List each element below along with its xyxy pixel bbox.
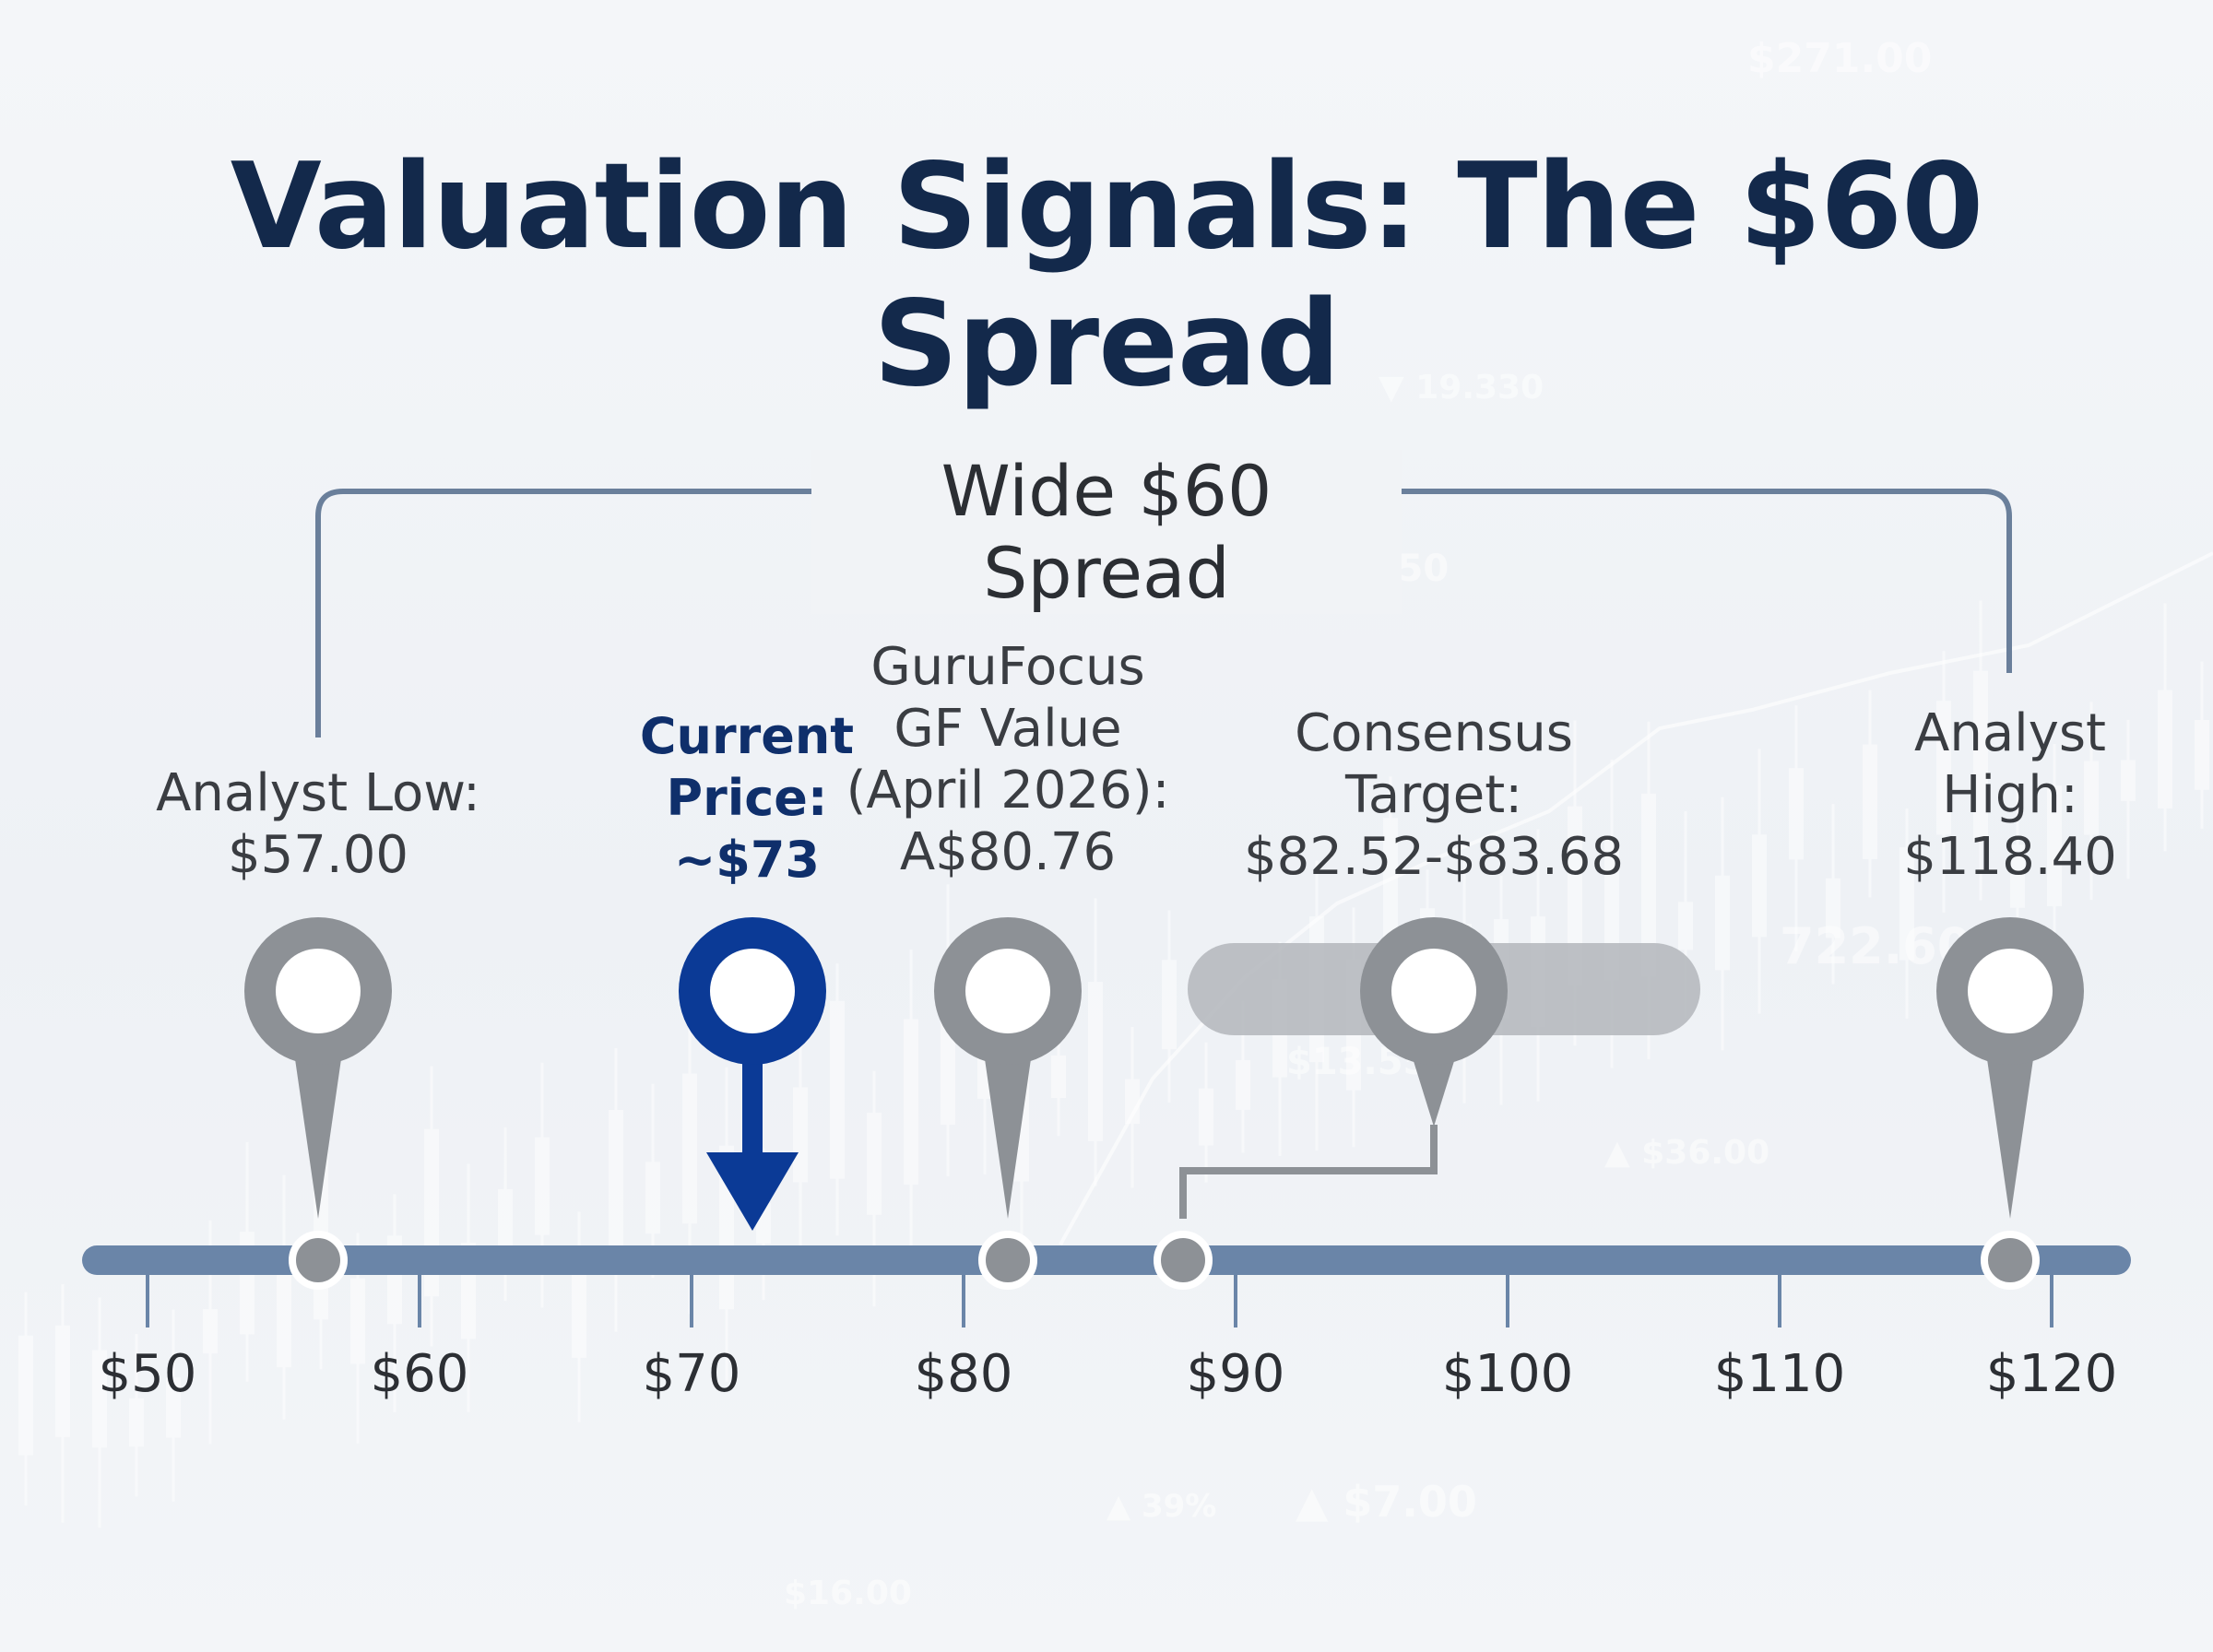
tick-label: $100 (1441, 1344, 1574, 1404)
background-candle-body (2047, 785, 2062, 907)
background-candle-body (904, 1019, 918, 1186)
analyst-high-label-line: Analyst (1914, 703, 2106, 763)
background-candle-body (277, 1249, 291, 1368)
current-price-value: ~$73 (674, 831, 820, 889)
background-candle-body (1678, 902, 1693, 950)
current-price-label-line: Current (639, 707, 855, 765)
background-candle-body (2158, 690, 2172, 808)
analyst-low-label-line: Analyst Low: (156, 763, 480, 823)
background-candle-body (830, 1000, 845, 1179)
bg-number: $16.00 (784, 1575, 912, 1612)
tick-label: $50 (98, 1344, 197, 1404)
gf-value-label: GuruFocus GF Value (April 2026): A$80.76 (823, 636, 1192, 883)
background-candle-body (92, 1350, 107, 1448)
background-candle-body (645, 1162, 660, 1234)
axis-dot-analyst-high (1981, 1231, 2040, 1290)
page-title: Valuation Signals: The $60 Spread (230, 138, 1984, 413)
background-candle-body (1088, 982, 1103, 1141)
analyst-high-label: Analyst High: $118.40 (1872, 702, 2148, 888)
tick-label: $60 (370, 1344, 469, 1404)
background-candle-body (129, 1398, 144, 1447)
spread-bracket (315, 489, 2012, 738)
bg-number: $271.00 (1747, 35, 1932, 82)
gf-value-value: A$80.76 (899, 822, 1117, 882)
background-candle-body (1162, 960, 1177, 1050)
consensus-pin-icon (1360, 917, 1508, 1127)
bg-number: ▲ 39% (1106, 1488, 1216, 1525)
gf-value-label-line: GuruFocus (870, 637, 1145, 697)
background-candle-body (572, 1272, 586, 1358)
bg-number: ▲ $36.00 (1604, 1134, 1769, 1172)
background-candle-body (2084, 761, 2099, 835)
analyst-high-pin-icon (1936, 917, 2084, 1219)
background-candle-body (1641, 793, 1656, 977)
current-price-label-line: Price: (666, 769, 828, 827)
tick-label: $80 (914, 1344, 1013, 1404)
background-candle-body (535, 1137, 550, 1235)
consensus-label-line: Target: (1344, 765, 1523, 825)
consensus-value: $82.52-$83.68 (1243, 827, 1625, 887)
background-candle-body (682, 1073, 697, 1224)
analyst-low-pin-icon (244, 917, 392, 1219)
bg-number: ▲ $7.00 (1296, 1477, 1477, 1527)
background-candle-body (350, 1278, 365, 1364)
analyst-low-label: Analyst Low: $57.00 (134, 762, 503, 886)
gf-value-pin-icon (934, 917, 1082, 1219)
background-candle-body (1752, 834, 1767, 938)
background-candle-body (1236, 1060, 1250, 1110)
axis-dot-consensus (1154, 1231, 1213, 1290)
gf-value-label-line: (April 2026): (846, 761, 1170, 820)
background-candle-body (1863, 744, 1877, 860)
background-candle-body (498, 1188, 513, 1259)
background-candle-body (1125, 1079, 1140, 1125)
analyst-high-label-line: High: (1942, 765, 2078, 825)
background-candle-body (1789, 768, 1804, 860)
background-candle-body (1568, 806, 1582, 986)
background-candle-body (609, 1110, 623, 1271)
consensus-label: Consensus Target: $82.52-$83.68 (1203, 702, 1664, 888)
background-candle-body (867, 1113, 882, 1215)
background-candle-body (166, 1377, 181, 1438)
bg-number: ▼ 19.330 (1379, 369, 1544, 407)
bg-number: 722.60 (1780, 917, 1971, 975)
background-candle-body (18, 1335, 33, 1456)
current-price-pin-icon (679, 917, 826, 1231)
background-candle-body (55, 1325, 70, 1437)
background-candle-body (1899, 847, 1914, 961)
background-candle-body (2121, 760, 2136, 801)
background-candle-body (1051, 1056, 1066, 1098)
tick-label: $120 (1985, 1344, 2118, 1404)
background-candle-body (1199, 1088, 1213, 1146)
tick-label: $70 (642, 1344, 741, 1404)
analyst-low-value: $57.00 (228, 825, 408, 885)
gf-value-label-line: GF Value (893, 699, 1122, 759)
axis-dot-analyst-low (289, 1231, 348, 1290)
background-candle-body (1715, 875, 1730, 971)
background-candle-body (2195, 720, 2209, 790)
analyst-high-value: $118.40 (1903, 827, 2117, 887)
tick-label: $110 (1713, 1344, 1846, 1404)
spread-label: Wide $60 Spread (811, 450, 1402, 614)
background-candle-body (2010, 844, 2025, 908)
background-candle-body (1973, 670, 1988, 842)
tick-label: $90 (1186, 1344, 1285, 1404)
background-candle-body (793, 1087, 808, 1183)
background-candle-body (1826, 878, 1840, 938)
consensus-connector (1179, 1125, 1438, 1219)
axis-ticks (146, 1275, 2053, 1328)
current-price-label: Current Price: ~$73 (609, 705, 885, 891)
axis-dot-gf-value (978, 1231, 1037, 1290)
background-candle-body (203, 1309, 218, 1354)
background-candle-body (1936, 701, 1951, 835)
consensus-label-line: Consensus (1295, 703, 1573, 763)
